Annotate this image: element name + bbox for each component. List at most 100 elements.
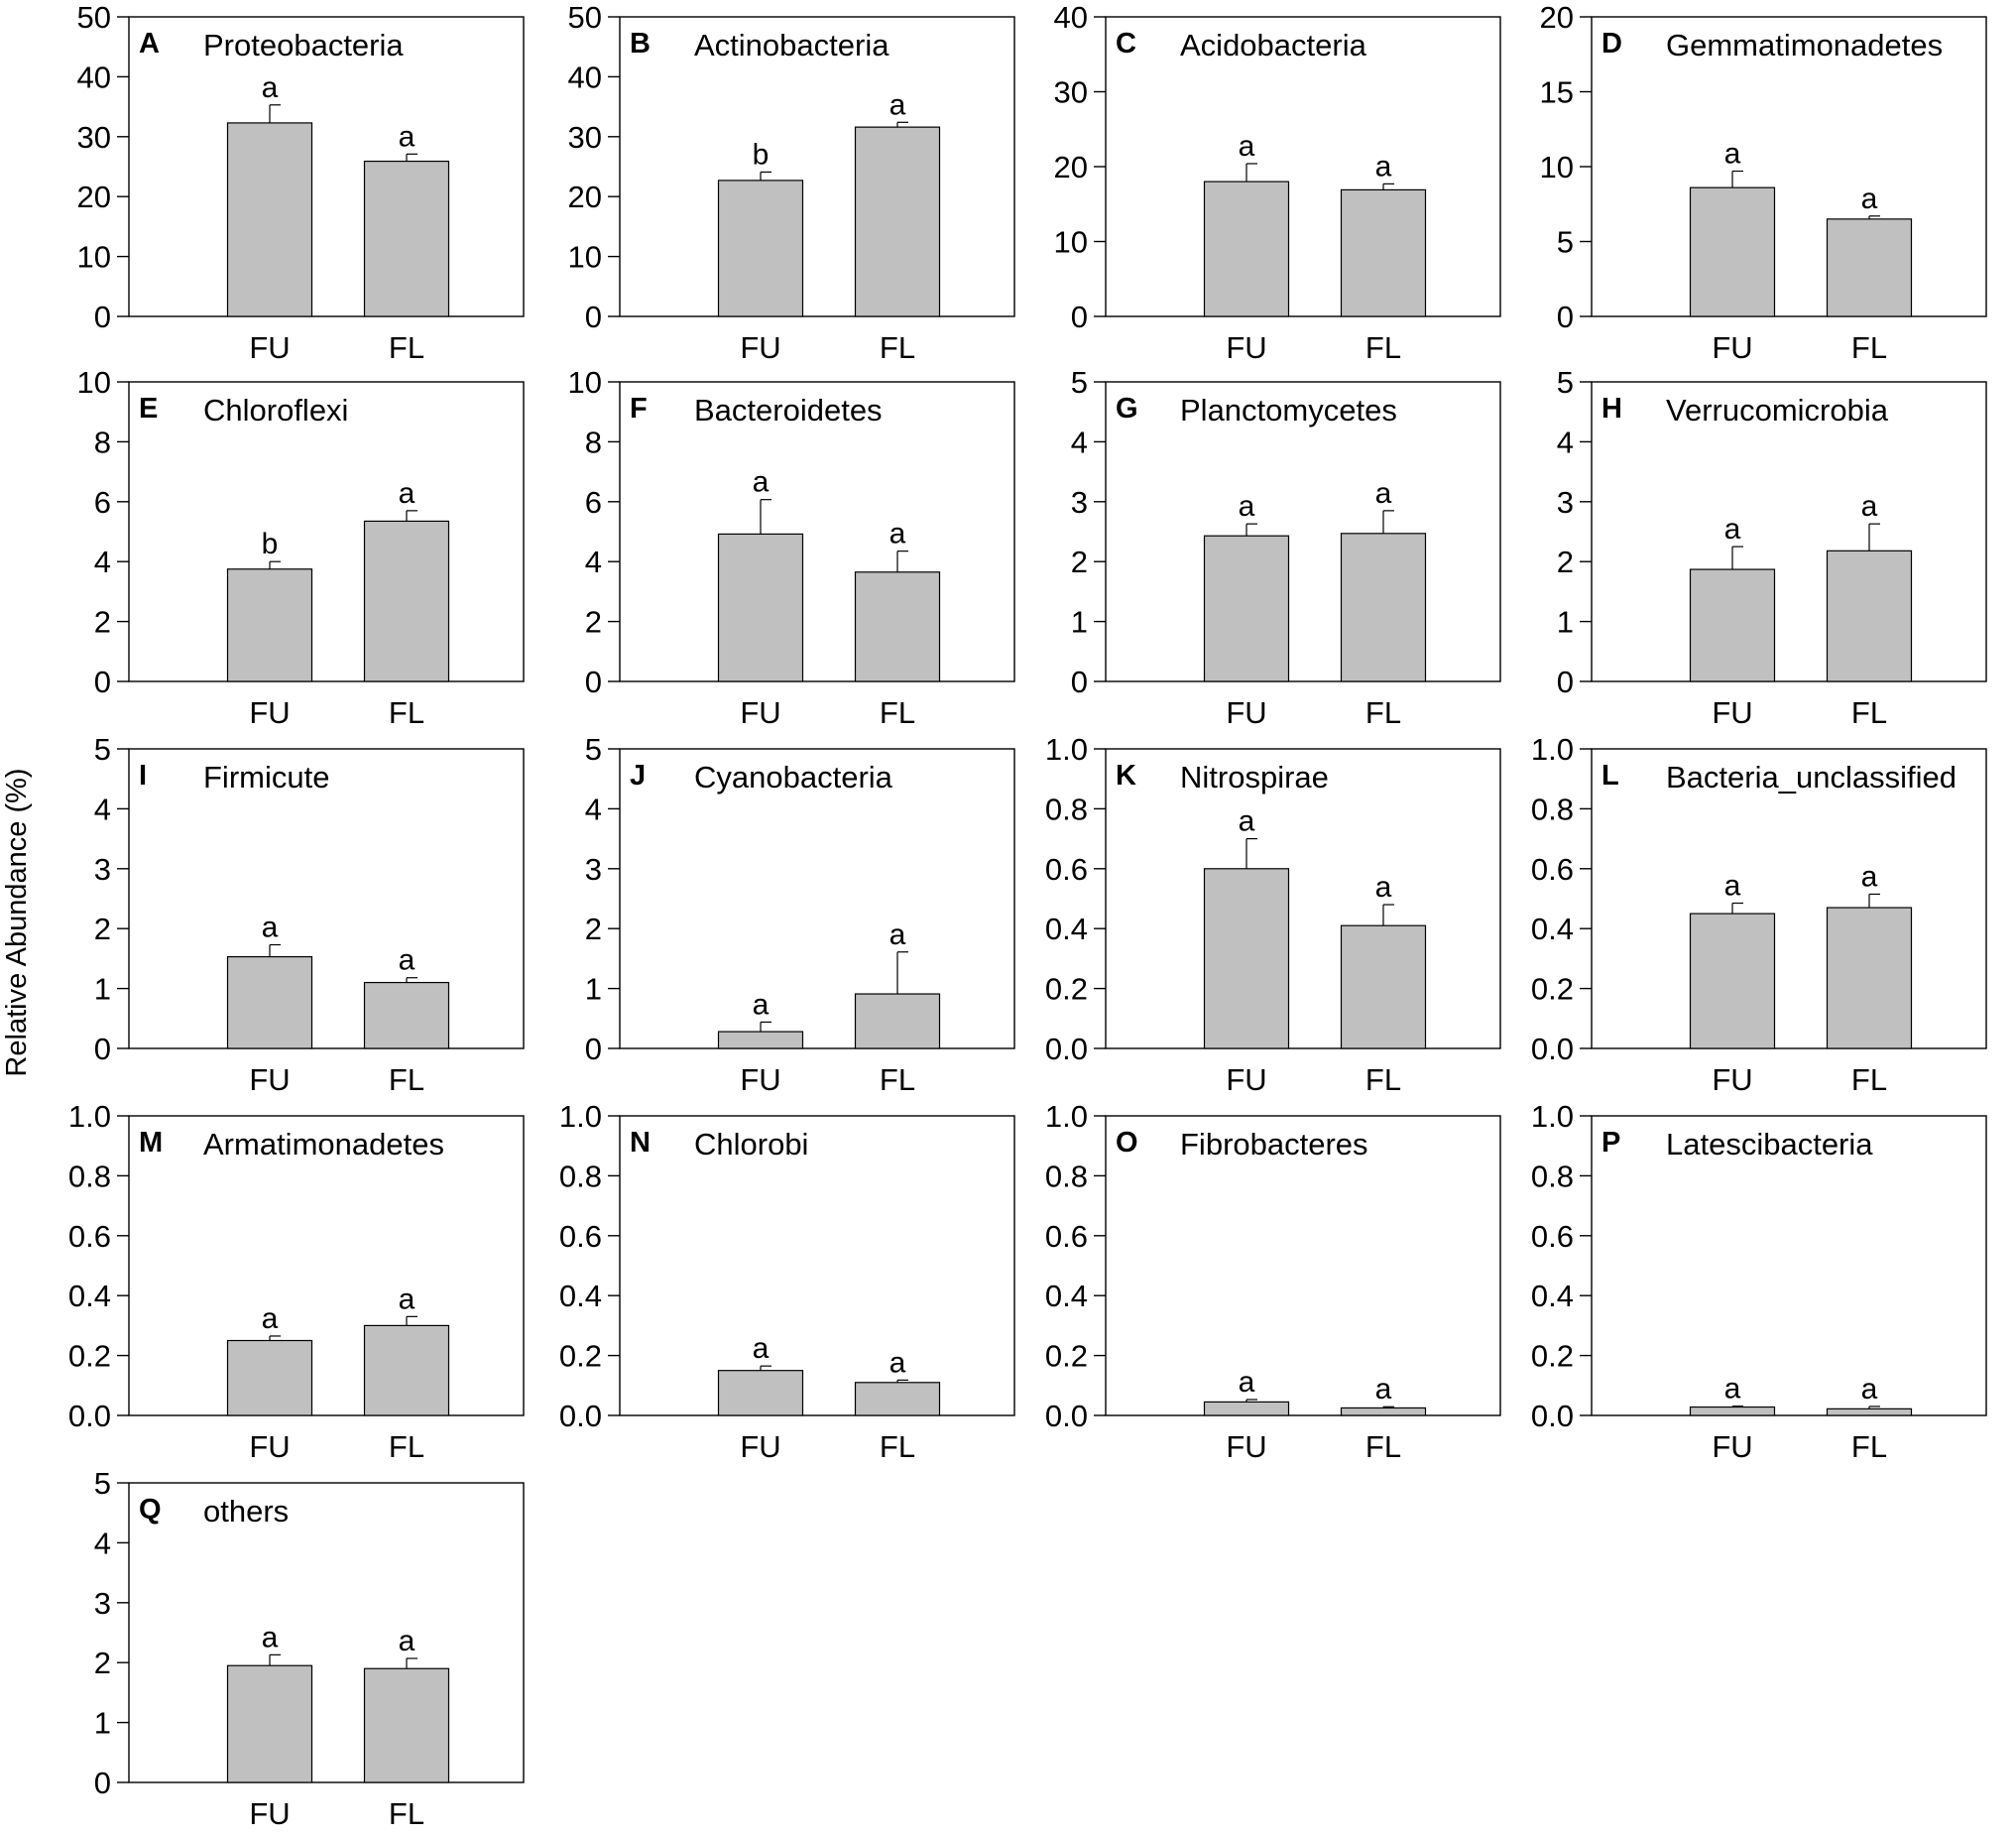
plot-frame [1591, 381, 1987, 682]
significance-letter: a [1239, 130, 1255, 163]
x-category-label: FL [389, 330, 424, 365]
y-tick-label: 10 [568, 365, 602, 400]
y-tick-label: 1.0 [1531, 1099, 1574, 1134]
bar-fl [363, 1324, 450, 1416]
significance-letter: a [1239, 805, 1255, 838]
panel-p: 0.0 0.2 0.4 0.6 0.8 1.0 P Latescibacteria a FU a FL [1531, 1099, 1987, 1464]
significance-letter: a [1375, 871, 1392, 904]
significance-letter: a [1861, 1373, 1878, 1406]
bar-fu [1203, 181, 1290, 317]
y-tick-label: 0.6 [68, 1219, 111, 1254]
plot-frame [128, 381, 525, 682]
x-category-label: FU [249, 330, 290, 365]
y-tick-label: 3 [1557, 485, 1574, 520]
bar-fu [717, 1370, 804, 1416]
panel-q: 0 1 2 3 4 5Q others a FU a FL [94, 1466, 525, 1831]
panel-title: Cyanobacteria [694, 760, 893, 795]
plot-frame [128, 16, 525, 317]
panel-n: 0.0 0.2 0.4 0.6 0.8 1.0 N Chlorobi a FU a FL [559, 1099, 1015, 1464]
y-tick-label: 6 [94, 485, 111, 520]
y-tick-label: 0 [94, 300, 111, 334]
x-category-label: FU [249, 695, 290, 730]
y-tick-label: 8 [585, 425, 602, 459]
bar-fu [1689, 913, 1776, 1049]
y-tick-label: 50 [77, 0, 111, 35]
y-tick-label: 0.8 [1045, 792, 1088, 826]
y-tick-label: 40 [77, 60, 111, 94]
plot-frame [1105, 1115, 1501, 1416]
y-tick-label: 20 [77, 180, 111, 214]
plot-frame [619, 1115, 1015, 1416]
plot-frame [1105, 381, 1501, 682]
y-tick-label: 4 [94, 792, 111, 826]
y-tick-label: 0.8 [68, 1159, 111, 1193]
x-category-label: FU [740, 1429, 780, 1464]
bar-fu [226, 122, 313, 317]
significance-letter: b [753, 138, 770, 171]
plot-frame [1591, 1115, 1987, 1416]
panel-title: Latescibacteria [1666, 1127, 1873, 1162]
panel-m: 0.0 0.2 0.4 0.6 0.8 1.0 M Armatimonadetes a FU a FL [68, 1099, 525, 1464]
y-tick-label: 0.4 [559, 1279, 602, 1313]
panel-title: Actinobacteria [694, 28, 889, 62]
bar-fl [1340, 924, 1427, 1049]
x-category-label: FL [389, 1796, 424, 1831]
x-category-label: FU [1226, 1429, 1266, 1464]
y-tick-label: 4 [94, 545, 111, 579]
y-tick-label: 0.2 [1531, 972, 1574, 1007]
bar-fu [1203, 535, 1290, 682]
x-category-label: FU [1226, 1062, 1266, 1097]
bar-fl [363, 1667, 450, 1783]
bar-fu [1203, 1401, 1290, 1416]
y-tick-label: 15 [1540, 75, 1574, 110]
panel-letter: B [630, 28, 651, 60]
x-category-label: FU [249, 1796, 290, 1831]
y-tick-label: 0.0 [1531, 1032, 1574, 1066]
plot-frame [128, 1115, 525, 1416]
y-tick-label: 2 [1557, 545, 1574, 579]
y-tick-label: 10 [77, 240, 111, 275]
panel-j: 0 1 2 3 4 5J Cyanobacteria a FU a FL [585, 732, 1015, 1097]
significance-letter: a [262, 1621, 279, 1653]
significance-letter: a [399, 1283, 415, 1315]
bar-fu [1689, 186, 1776, 317]
significance-letter: a [399, 944, 415, 977]
y-tick-label: 5 [1071, 365, 1088, 400]
y-tick-label: 0 [94, 1032, 111, 1066]
panel-title: Firmicute [203, 760, 329, 795]
x-category-label: FL [1851, 330, 1887, 365]
x-category-label: FL [1851, 1062, 1887, 1097]
y-tick-label: 40 [1054, 0, 1088, 35]
panel-letter: E [139, 393, 158, 425]
y-tick-label: 0 [1071, 300, 1088, 334]
significance-letter: a [1375, 1373, 1392, 1406]
y-tick-label: 0 [94, 665, 111, 699]
panel-letter: P [1601, 1127, 1620, 1159]
significance-letter: a [262, 71, 279, 104]
panel-l: 0.0 0.2 0.4 0.6 0.8 1.0 L Bacteria_unclassified… [1531, 732, 1987, 1097]
y-tick-label: 0 [585, 665, 602, 699]
x-category-label: FU [1712, 330, 1752, 365]
x-category-label: FU [1712, 1429, 1752, 1464]
panel-title: Armatimonadetes [203, 1127, 444, 1162]
y-tick-label: 0.8 [1045, 1159, 1088, 1193]
bar-fl [854, 571, 941, 682]
y-tick-label: 5 [94, 1466, 111, 1501]
y-tick-label: 4 [1557, 425, 1574, 459]
y-tick-label: 0.2 [1045, 972, 1088, 1007]
y-tick-label: 6 [585, 485, 602, 520]
panel-f: 0 2 4 6 8 10 F Bacteroidetes a FU a FL [568, 365, 1015, 730]
x-category-label: FL [880, 695, 915, 730]
y-tick-label: 4 [585, 545, 602, 579]
y-tick-label: 0.0 [68, 1399, 111, 1433]
y-tick-label: 0.6 [1531, 852, 1574, 887]
bar-fl [1340, 188, 1427, 317]
y-tick-label: 0 [1557, 665, 1574, 699]
x-category-label: FL [1365, 695, 1401, 730]
bar-fu [226, 955, 313, 1049]
y-tick-label: 3 [94, 852, 111, 887]
significance-letter: a [399, 120, 415, 153]
significance-letter: a [753, 1332, 770, 1365]
y-tick-label: 0.0 [559, 1399, 602, 1433]
